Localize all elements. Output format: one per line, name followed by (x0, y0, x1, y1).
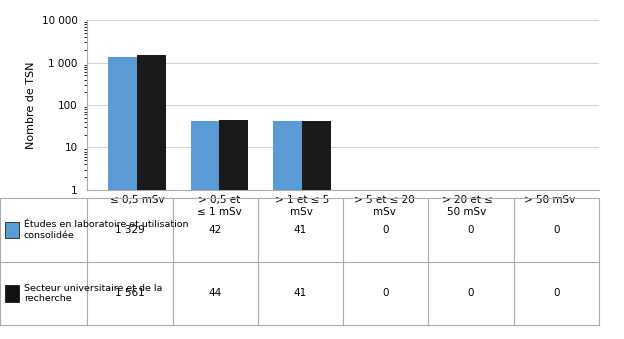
Text: 0: 0 (553, 288, 560, 298)
Bar (302, 121, 331, 339)
Bar (220, 120, 248, 339)
Bar (273, 121, 302, 339)
Text: Études en laboratoire et utilisation
consolidée: Études en laboratoire et utilisation con… (24, 220, 188, 240)
Bar (5, 285, 19, 302)
Text: Secteur universitaire et de la
recherche: Secteur universitaire et de la recherche (24, 284, 162, 303)
Text: 1 561: 1 561 (115, 288, 145, 298)
Text: 41: 41 (294, 288, 307, 298)
Text: 41: 41 (294, 225, 307, 235)
Text: 0: 0 (383, 225, 389, 235)
Text: 0: 0 (383, 288, 389, 298)
Text: 0: 0 (468, 288, 474, 298)
Text: 42: 42 (208, 225, 222, 235)
Text: 1 329: 1 329 (115, 225, 145, 235)
Bar (5, 221, 19, 238)
Text: 0: 0 (553, 225, 560, 235)
Bar (137, 55, 166, 339)
Y-axis label: Nombre de TSN: Nombre de TSN (26, 61, 36, 149)
Bar (108, 58, 137, 339)
Text: 44: 44 (208, 288, 222, 298)
Text: 0: 0 (468, 225, 474, 235)
Bar (190, 121, 220, 339)
